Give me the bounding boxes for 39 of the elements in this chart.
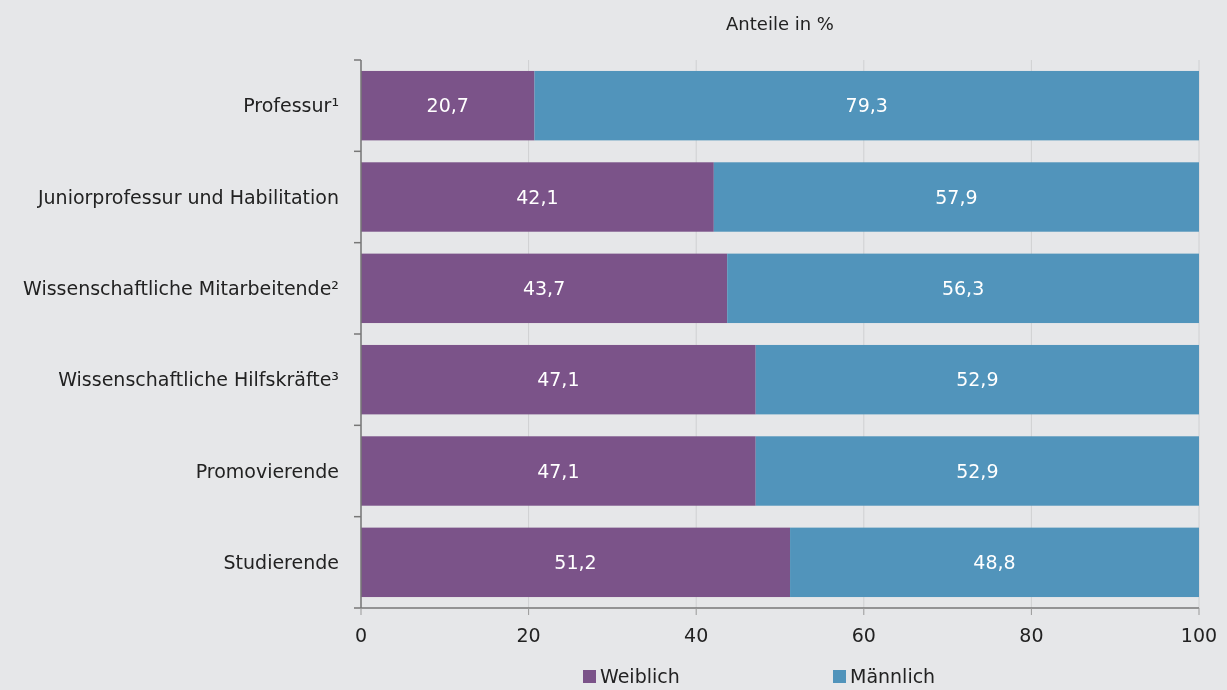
x-tick-label: 60 xyxy=(851,624,876,646)
legend-label: Weiblich xyxy=(600,665,680,687)
bar xyxy=(361,527,791,598)
legend-label: Männlich xyxy=(850,665,936,687)
y-tick-label: Wissenschaftliche Hilfskräfte³ xyxy=(58,368,339,391)
x-tick-label: 40 xyxy=(684,624,709,646)
bar xyxy=(361,253,728,324)
x-tick-label: 100 xyxy=(1180,624,1218,646)
bar xyxy=(534,70,1199,141)
bar xyxy=(755,344,1199,415)
x-tick-label: 80 xyxy=(1019,624,1044,646)
data-label: 47,1 xyxy=(537,368,580,391)
y-tick-label: Professur¹ xyxy=(243,94,339,117)
data-label: 52,9 xyxy=(956,459,999,482)
y-tick-label: Wissenschaftliche Mitarbeitende² xyxy=(23,276,339,299)
bar xyxy=(713,162,1199,232)
data-label: 42,1 xyxy=(516,185,559,208)
data-label: 51,2 xyxy=(554,550,597,573)
x-tick-label: 0 xyxy=(354,624,368,646)
bar xyxy=(361,162,714,232)
data-label: 47,1 xyxy=(537,459,580,482)
data-label: 43,7 xyxy=(522,276,566,299)
bar xyxy=(361,344,756,415)
bar xyxy=(361,70,535,141)
y-tick-label: Studierende xyxy=(223,550,339,573)
y-tick-label: Juniorprofessur und Habilitation xyxy=(36,185,339,208)
y-tick-label: Promovierende xyxy=(195,459,339,482)
data-label: 52,9 xyxy=(956,368,999,391)
data-label: 79,3 xyxy=(845,94,888,117)
data-label: 48,8 xyxy=(973,550,1016,573)
data-label: 20,7 xyxy=(426,94,469,117)
bar xyxy=(790,527,1199,598)
bar xyxy=(727,253,1199,324)
data-label: 57,9 xyxy=(935,185,978,208)
x-axis-title: Anteile in % xyxy=(726,13,834,34)
x-tick-label: 20 xyxy=(516,624,541,646)
bar xyxy=(361,436,756,506)
bar xyxy=(755,436,1199,506)
data-label: 56,3 xyxy=(941,276,985,299)
